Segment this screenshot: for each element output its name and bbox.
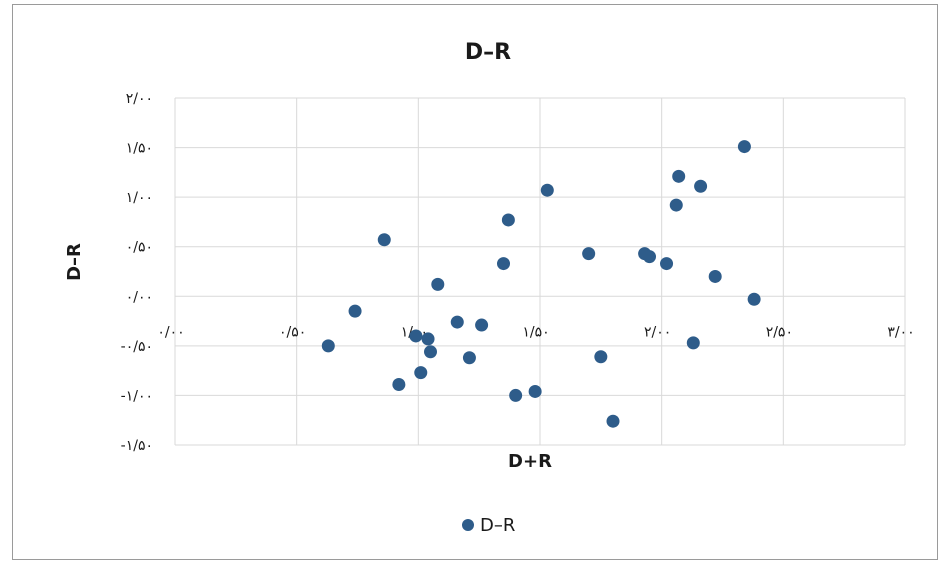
data-point-29 xyxy=(747,292,761,306)
data-point-23 xyxy=(669,198,683,212)
data-point-2 xyxy=(377,233,391,247)
data-point-22 xyxy=(660,257,674,271)
data-point-0 xyxy=(321,339,335,353)
data-point-13 xyxy=(501,213,515,227)
data-point-8 xyxy=(431,277,445,291)
y-tick-label-2: ۱/۰۰ xyxy=(126,190,153,206)
chart-title: D–R xyxy=(464,40,512,65)
y-tick-label-5: -۰/۵۰ xyxy=(121,339,153,355)
data-point-25 xyxy=(686,336,700,350)
data-point-26 xyxy=(694,179,708,193)
x-tick-label-6: ۳/۰۰ xyxy=(887,324,914,340)
data-point-9 xyxy=(450,315,464,329)
data-point-17 xyxy=(582,247,596,261)
data-point-15 xyxy=(528,384,542,398)
legend: D–R xyxy=(462,514,515,536)
data-point-21 xyxy=(643,250,656,264)
data-point-6 xyxy=(421,332,435,346)
data-point-10 xyxy=(462,351,476,365)
y-tick-label-7: -۱/۵۰ xyxy=(121,438,153,454)
y-tick-label-3: ۰/۵۰ xyxy=(126,240,153,256)
data-point-19 xyxy=(606,414,620,428)
x-tick-label-0: ۰/۰۰ xyxy=(157,324,184,340)
data-point-3 xyxy=(392,378,406,392)
data-point-7 xyxy=(424,345,437,359)
y-tick-label-1: ۱/۵۰ xyxy=(126,141,153,157)
y-tick-label-0: ۲/۰۰ xyxy=(126,91,153,107)
data-point-1 xyxy=(348,304,362,318)
data-point-28 xyxy=(737,140,751,154)
data-point-14 xyxy=(509,388,523,402)
data-point-16 xyxy=(540,183,554,197)
x-tick-label-3: ۱/۵۰ xyxy=(522,324,549,340)
y-tick-label-6: -۱/۰۰ xyxy=(121,388,153,404)
x-tick-label-1: ۰/۵۰ xyxy=(279,324,306,340)
data-point-4 xyxy=(409,329,423,343)
data-point-18 xyxy=(594,350,608,364)
x-axis-label: D+R xyxy=(508,451,552,472)
x-tick-label-5: ۲/۵۰ xyxy=(766,324,793,340)
data-point-11 xyxy=(475,318,489,332)
data-point-5 xyxy=(414,366,428,380)
y-tick-label-4: ۰/۰۰ xyxy=(126,289,153,305)
data-point-12 xyxy=(497,257,510,271)
legend-label: D–R xyxy=(480,514,516,536)
x-tick-label-4: ۲/۰۰ xyxy=(644,324,671,340)
data-point-24 xyxy=(672,169,686,183)
legend-marker xyxy=(462,519,474,531)
data-point-27 xyxy=(708,269,722,283)
